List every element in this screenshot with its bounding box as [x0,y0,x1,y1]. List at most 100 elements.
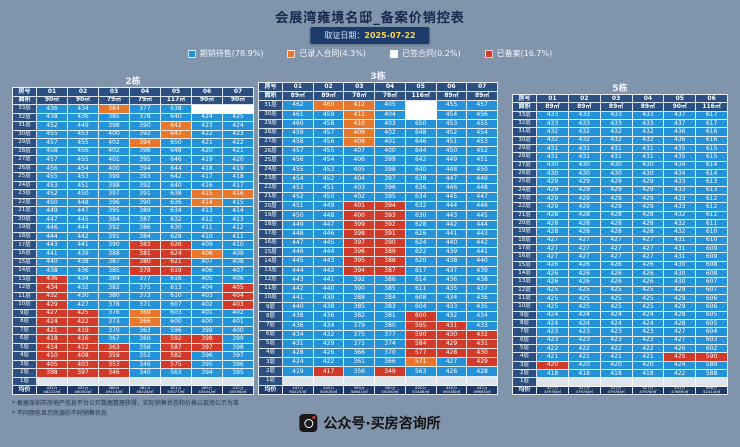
price-cell: 616 [696,128,728,137]
legend-label: 已备案(16.7%) [496,49,553,58]
price-cell: 451 [436,138,468,148]
price-cell: 624 [161,250,192,259]
price-cell: 433 [568,111,601,120]
price-cell: 626 [405,229,437,239]
unit-area: 90㎡ [68,96,99,106]
price-cell: 376 [99,309,130,319]
price-cell: 400 [375,147,406,157]
floor-label: 7层 [513,328,537,337]
price-cell: 413 [223,215,254,225]
price-cell: 418 [37,335,68,344]
price-grid: 房号 01 02 03 04 05 06 面积 89㎡ 89㎡ 89㎡ 89㎡ 90㎡ 116㎡ 33层 43… [512,94,728,395]
price-cell: 438 [37,267,68,276]
price-cell: 449 [313,202,345,212]
price-cell: 384 [130,232,161,242]
price-cell: 456 [37,164,68,174]
price-cell: 399 [99,173,130,182]
price-cell: 381 [130,250,161,259]
price-cell [130,377,161,387]
price-cell: 600 [161,318,192,327]
unit-number: 07 [467,83,498,93]
price-cell: 387 [130,215,161,225]
price-cell: 425 [68,309,99,319]
price-cell: 424 [600,319,633,329]
price-cell: 613 [161,284,192,293]
price-cell: 628 [161,232,192,242]
price-cell: 428 [632,228,665,237]
price-cell: 359 [99,352,130,361]
price-cell: 434 [68,105,99,114]
unit-area: 89㎡ [467,92,498,102]
price-cell: 446 [467,202,498,212]
floor-label: 27层 [513,161,537,170]
price-cell: 407 [192,258,223,268]
price-cell: 632 [161,215,192,225]
price-cell: 398 [344,229,376,239]
price-cell: 421 [600,353,633,362]
price-cell: 427 [537,253,569,262]
unit-area: 89㎡ [600,103,633,112]
price-cell: 455 [283,165,314,175]
price-cell: 646 [405,138,437,148]
price-cell: 401 [344,202,376,212]
floor-label: 7层 [259,321,283,331]
price-cell: 430 [68,292,99,302]
price-cell: 418 [568,369,601,379]
price-cell: 451 [68,181,99,191]
price-cell: 454 [436,110,468,120]
price-cell: 426 [436,367,468,377]
price-cell [99,377,130,387]
price-cell: 439 [68,250,99,259]
price-cell: 450 [436,147,468,157]
price-cell: 606 [696,294,728,304]
price-cell: 385 [99,113,130,123]
price-cell: 448 [436,165,468,175]
price-cell: 397 [375,174,406,184]
price-cell: 449 [283,220,314,230]
price-cell: 432 [600,136,633,145]
building-title: 5栋 [612,84,628,94]
unit-number: 01 [537,95,569,104]
price-cell: 614 [405,275,437,285]
unit-area: 79㎡ [99,96,130,106]
price-cell: 642 [161,173,192,182]
price-cell: 462 [283,101,314,111]
price-cell: 425 [600,294,633,304]
footnote-line: * 不同颜色显示房源的不同销售状态 [12,409,107,417]
price-grid: 房号 01 02 03 04 05 06 07 面积 90㎡ 90㎡ 79㎡ 79㎡ 117㎡ 90㎡ 90㎡… [12,87,254,395]
floor-label: 21层 [259,193,283,203]
price-cell: 424 [664,361,697,370]
price-cell: 436 [37,275,68,285]
price-cell: 446 [283,248,314,258]
floor-label: 31层 [259,101,283,111]
price-cell: 390 [375,239,406,249]
price-cell: 614 [696,169,728,179]
price-cell [375,376,406,386]
price-cell: 630 [405,211,437,221]
price-cell: 448 [313,211,345,221]
price-cell: 445 [467,211,498,221]
price-cell: 428 [537,219,569,229]
price-cell [568,378,601,387]
price-cell: 400 [192,318,223,327]
price-cell: 432 [537,128,569,137]
price-cell: 406 [223,275,254,285]
price-cell: 430 [600,161,633,170]
price-cell: 420 [192,147,223,157]
floor-label: 28层 [259,128,283,139]
price-cell: 435 [436,284,468,295]
price-cell: 434 [467,312,498,322]
price-cell: 455 [37,130,68,140]
price-cell: 434 [68,275,99,285]
price-cell: 402 [223,309,254,319]
price-cell: 417 [313,367,345,377]
price-cell [161,377,192,387]
price-cell: 610 [696,228,728,237]
legend: 期销待售(78.9%) 已录入合同(4.3%) 已签合同(0.2%) 已备案(16.7… [0,48,740,59]
price-cell: 454 [467,128,498,139]
price-cell: 428 [632,211,665,220]
price-cell: 417 [192,173,223,182]
unit-number: 04 [130,88,161,97]
price-cell: 425 [632,303,665,312]
price-cell: 392 [344,275,376,285]
